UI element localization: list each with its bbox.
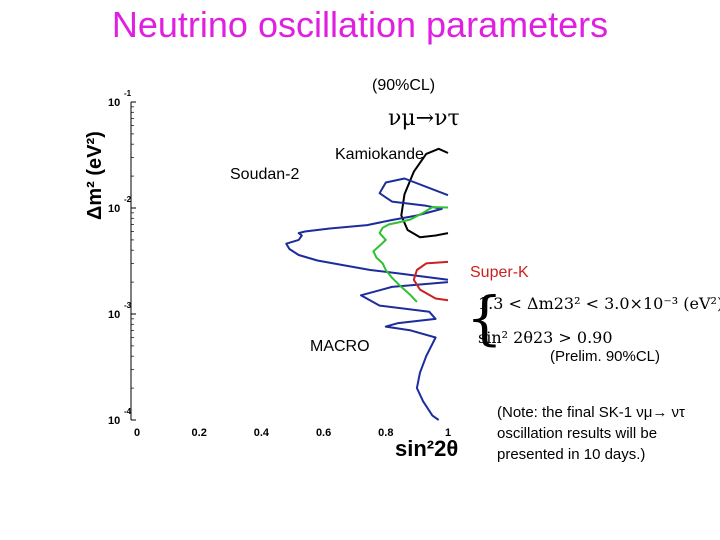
curve-unlabeled xyxy=(372,206,449,303)
y-tick-label: 10 xyxy=(108,97,120,109)
plot-curves xyxy=(285,147,449,421)
y-tick-label: 10 xyxy=(108,415,120,427)
note-text: (Note: the final SK-1 νμ→ ντ oscillation… xyxy=(497,404,685,463)
delta-m-range: 1.3 < Δm23² < 3.0×10⁻³ (eV²) xyxy=(478,294,720,313)
x-tick-label: 0.2 xyxy=(192,427,207,439)
plot-cutoff-mask xyxy=(462,70,720,540)
prelim-label: (Prelim. 90%CL) xyxy=(550,348,661,365)
curve-macro xyxy=(359,281,449,421)
curve-soudan-2 xyxy=(285,177,449,281)
x-tick-label: 0.6 xyxy=(316,427,331,439)
x-axis-label: sin²2θ xyxy=(395,436,459,461)
result-box: { 1.3 < Δm23² < 3.0×10⁻³ (eV²) sin² 2θ23… xyxy=(466,284,720,358)
confidence-level-label: (90%CL) xyxy=(372,77,436,94)
y-tick-label: 10 xyxy=(108,309,120,321)
x-tick-label: 0.8 xyxy=(378,427,393,439)
y-tick-label: 10 xyxy=(108,203,120,215)
reaction-label: νμ→ντ xyxy=(388,106,460,131)
mixing-limit: sin² 2θ23 > 0.90 xyxy=(478,328,613,347)
y-tick-exponent: -4 xyxy=(124,407,132,416)
curve-kamiokande xyxy=(400,147,449,239)
plot-ticks: 0 0.2 0.4 0.6 0.8 1 10 -4 10 -3 10 -2 10 -1 xyxy=(108,89,451,439)
kamiokande-label: Kamiokande xyxy=(335,146,424,163)
superk-label: Super-K xyxy=(470,264,529,281)
macro-label: MACRO xyxy=(310,338,370,355)
y-axis-label: Δm² (eV²) xyxy=(84,131,106,220)
y-tick-exponent: -2 xyxy=(124,195,132,204)
curve-super-k xyxy=(412,260,449,302)
soudan2-label: Soudan-2 xyxy=(230,166,300,183)
y-tick-exponent: -3 xyxy=(124,301,132,310)
x-tick-label: 0.4 xyxy=(254,427,270,439)
x-tick-label: 1 xyxy=(445,427,451,439)
slide-title: Neutrino oscillation parameters xyxy=(111,4,609,45)
x-tick-label: 0 xyxy=(134,427,140,439)
result-brace: { xyxy=(466,284,503,352)
y-tick-exponent: -1 xyxy=(124,89,132,98)
